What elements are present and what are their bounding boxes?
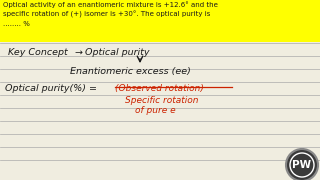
Bar (0, 0, 320, 42)
Text: Optical purity: Optical purity (85, 48, 149, 57)
Text: →: → (74, 48, 82, 57)
Text: specific rotation of (+) isomer is +30°. The optical purity is: specific rotation of (+) isomer is +30°.… (3, 11, 210, 18)
Text: Key Concept: Key Concept (8, 48, 68, 57)
Text: (Observed rotation): (Observed rotation) (115, 84, 204, 93)
Text: of pure e: of pure e (135, 106, 176, 115)
Text: ........ %: ........ % (3, 21, 30, 27)
Text: PW: PW (292, 160, 312, 170)
Text: Optical activity of an enantiomeric mixture is +12.6° and the: Optical activity of an enantiomeric mixt… (3, 1, 218, 8)
Text: Optical purity(%) =: Optical purity(%) = (5, 84, 97, 93)
Text: Enantiomeric excess (ee): Enantiomeric excess (ee) (70, 67, 191, 76)
Text: Specific rotation: Specific rotation (125, 96, 198, 105)
Circle shape (286, 149, 318, 180)
